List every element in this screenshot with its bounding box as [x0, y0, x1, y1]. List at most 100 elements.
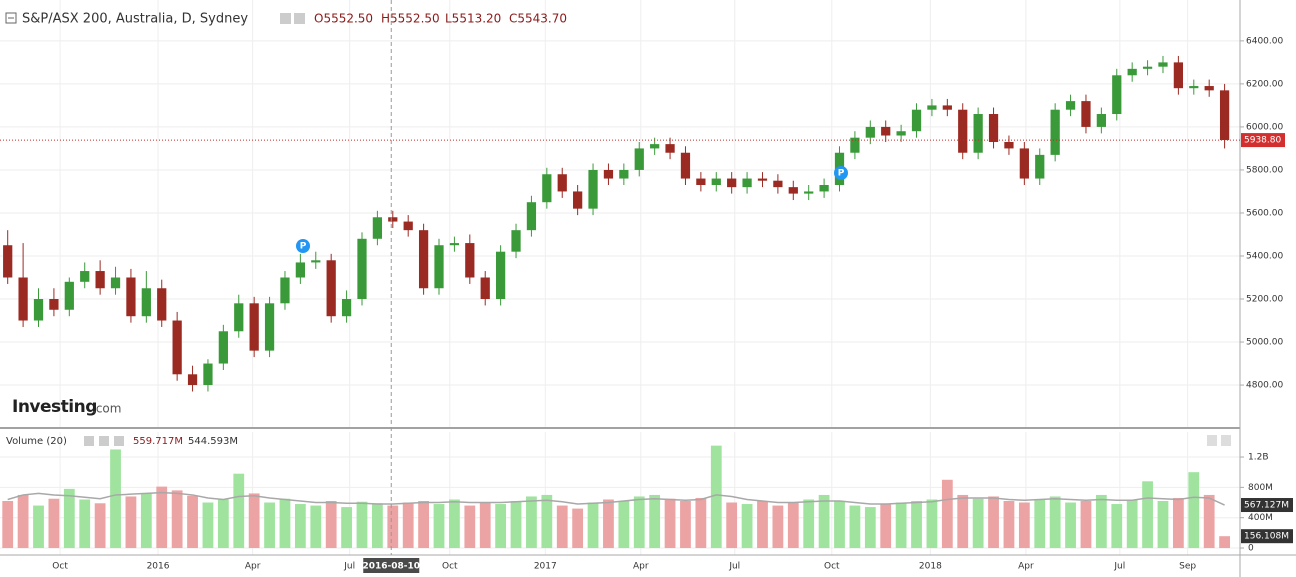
pane-up-icon[interactable]: [1207, 435, 1217, 446]
candle-body: [958, 109, 968, 153]
candle-body: [850, 137, 860, 153]
volume-bar: [2, 501, 14, 549]
candle-body: [927, 105, 937, 110]
volume-bar: [294, 504, 306, 549]
close-icon[interactable]: [114, 436, 124, 446]
y-tick-label: 0: [1248, 544, 1254, 554]
candle-body: [804, 191, 814, 194]
volume-bar: [757, 501, 768, 549]
volume-bar: [633, 496, 645, 549]
candle-body: [588, 169, 598, 209]
close-value: C5543.70: [509, 12, 567, 26]
candle-body: [234, 303, 244, 332]
volume-value-box: [1241, 529, 1293, 544]
candle-body: [788, 187, 798, 194]
settings-icon[interactable]: [280, 13, 291, 24]
volume-bar: [279, 498, 291, 549]
x-tick-label: Jul: [343, 562, 355, 572]
y-tick-label: 5800.00: [1246, 165, 1283, 175]
x-tick-label: 2016: [147, 562, 170, 572]
volume-bar: [479, 502, 491, 549]
volume-bar: [233, 473, 245, 549]
volume-bar: [988, 496, 999, 549]
volume-bar: [17, 494, 29, 549]
candle-body: [172, 320, 182, 375]
x-tick-label: Apr: [1018, 562, 1034, 572]
logo-suffix: .com: [92, 402, 121, 416]
volume-bar: [957, 494, 969, 549]
candle-body: [526, 202, 537, 231]
candle-body: [1158, 62, 1168, 67]
candle-body: [295, 262, 305, 278]
event-badge[interactable]: [296, 239, 310, 253]
y-tick-label: 800M: [1248, 483, 1273, 493]
volume-bar: [726, 502, 738, 549]
candle-body: [911, 109, 922, 132]
volume-bar: [1142, 481, 1153, 549]
volume-bar: [603, 499, 614, 549]
x-tick-label: Oct: [824, 562, 840, 572]
event-badge[interactable]: [834, 166, 848, 180]
volume-bar: [941, 479, 953, 549]
candle-body: [418, 230, 429, 289]
volume-bar: [1188, 472, 1200, 549]
volume-bar: [1049, 496, 1061, 549]
volume-readout: 559.717M: [133, 436, 183, 447]
candle-body: [619, 169, 629, 179]
volume-bar: [63, 488, 75, 549]
candle-body: [357, 238, 367, 300]
candle-body: [542, 174, 552, 203]
y-tick-label: 6000.00: [1246, 122, 1283, 132]
settings-icon[interactable]: [84, 436, 94, 446]
volume-bar: [372, 503, 383, 549]
volume-bar: [1034, 499, 1046, 549]
x-tick-label: Jul: [1113, 562, 1125, 572]
settings-icon[interactable]: [99, 436, 109, 446]
candle-body: [326, 260, 336, 317]
candle-body: [465, 243, 475, 278]
candle-body: [711, 178, 721, 185]
volume-bar: [495, 504, 507, 549]
candle-body: [480, 277, 490, 300]
volume-bar: [1157, 501, 1169, 549]
pane-down-icon[interactable]: [1221, 435, 1231, 446]
volume-bar: [895, 502, 907, 549]
y-tick-label: 5000.00: [1246, 338, 1283, 348]
candle-body: [311, 260, 321, 263]
volume-bar: [402, 502, 414, 549]
crosshair-date-box: [363, 558, 420, 573]
y-tick-label: 5200.00: [1246, 295, 1283, 305]
candle-body: [95, 271, 105, 289]
candle-body: [757, 178, 768, 181]
volume-bar: [787, 502, 799, 549]
candle-body: [157, 288, 167, 321]
volume-bar: [1203, 494, 1215, 549]
volume-bar: [310, 505, 322, 549]
x-tick-label: Oct: [52, 562, 68, 572]
crosshair-date-label: 2016-08-10: [362, 562, 420, 572]
candle-body: [126, 277, 136, 317]
x-tick-label: 2018: [919, 562, 942, 572]
volume-bar: [449, 499, 460, 549]
candle-body: [773, 180, 783, 188]
volume-bar: [1126, 499, 1138, 549]
y-tick-label: 5400.00: [1246, 251, 1283, 261]
volume-bar: [1095, 494, 1107, 549]
volume-bar: [772, 505, 784, 549]
candle-body: [973, 114, 983, 153]
volume-bar: [202, 502, 214, 549]
candle-body: [3, 245, 13, 278]
candle-body: [80, 271, 90, 282]
volume-bar: [248, 493, 260, 549]
volume-bar: [695, 497, 707, 549]
volume-bar: [48, 498, 60, 549]
volume-bar: [664, 498, 676, 549]
volume-bar: [1111, 504, 1123, 549]
settings-icon[interactable]: [294, 13, 305, 24]
x-tick-label: Apr: [245, 562, 261, 572]
candle-body: [264, 303, 275, 351]
candle-body: [1065, 101, 1076, 110]
collapse-icon[interactable]: [5, 12, 17, 24]
